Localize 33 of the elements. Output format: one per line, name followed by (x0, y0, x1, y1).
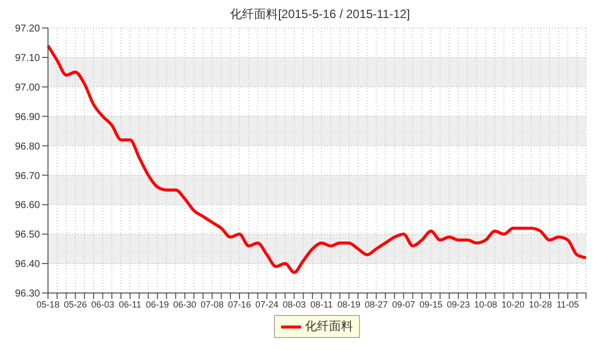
x-tick-label: 07-08 (200, 299, 224, 310)
y-tick-label: 96.40 (14, 259, 40, 270)
x-tick-label: 09-15 (419, 299, 442, 310)
x-tick-label: 08-19 (337, 299, 360, 310)
x-tick-label: 08-03 (282, 299, 306, 310)
x-tick-label: 05-26 (64, 299, 87, 310)
x-tick-label: 10-28 (528, 299, 552, 310)
x-tick-label: 10-08 (474, 299, 498, 310)
y-tick-label: 96.90 (14, 112, 40, 123)
x-tick-label: 05-18 (36, 299, 60, 310)
line-series (46, 44, 588, 274)
x-tick-label: 09-07 (392, 299, 416, 310)
x-tick-label: 07-16 (228, 299, 252, 310)
x-tick-label: 09-23 (446, 299, 470, 310)
y-tick-label: 96.30 (14, 288, 40, 300)
y-tick-label: 96.50 (14, 230, 40, 241)
x-tick-label: 07-24 (255, 299, 278, 310)
x-tick-label: 06-03 (91, 299, 114, 310)
y-tick-label: 97.00 (14, 82, 40, 94)
y-tick-label: 96.80 (14, 141, 40, 152)
x-tick-label: 06-30 (173, 299, 196, 310)
legend-label: 化纤面料 (305, 318, 353, 335)
y-tick-label: 96.70 (14, 170, 40, 182)
x-tick-label: 06-19 (146, 299, 169, 310)
y-tick-label: 97.20 (14, 24, 40, 35)
y-tick-label: 96.60 (14, 200, 40, 212)
x-tick-label: 08-11 (310, 299, 333, 310)
x-tick-label: 06-11 (118, 299, 142, 310)
y-tick-label: 97.10 (14, 52, 40, 64)
chart-title: 化纤面料[2015-5-16 / 2015-11-12] (229, 7, 411, 21)
x-tick-label: 08-27 (364, 299, 388, 310)
x-tick-label: 11-05 (556, 299, 579, 310)
x-tick-label: 10-20 (502, 299, 525, 310)
